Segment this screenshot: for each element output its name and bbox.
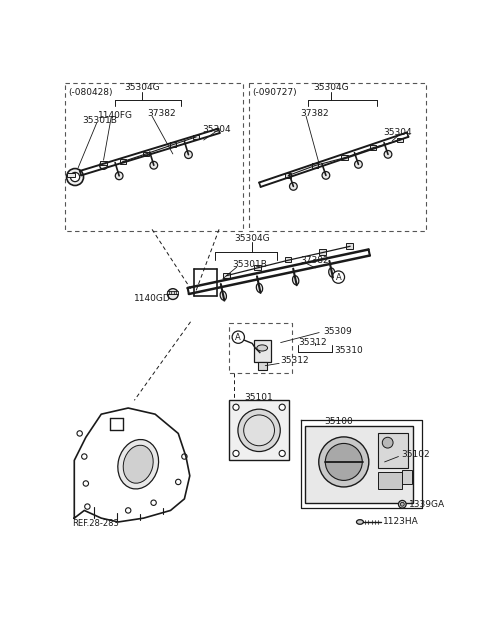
Text: A: A bbox=[235, 333, 241, 342]
Bar bbox=[370, 146, 376, 150]
Circle shape bbox=[185, 151, 192, 158]
Bar bbox=[285, 173, 291, 178]
Circle shape bbox=[233, 451, 239, 456]
Circle shape bbox=[83, 481, 88, 486]
Text: 35312: 35312 bbox=[281, 356, 309, 365]
Text: 35304G: 35304G bbox=[234, 234, 270, 243]
Circle shape bbox=[84, 504, 90, 510]
Text: 35312: 35312 bbox=[299, 338, 327, 347]
Bar bbox=[346, 243, 353, 249]
Text: 35100: 35100 bbox=[324, 417, 353, 426]
Bar bbox=[67, 173, 75, 177]
Text: (-080428): (-080428) bbox=[68, 88, 113, 97]
Text: 1140GD: 1140GD bbox=[134, 294, 171, 303]
Circle shape bbox=[400, 503, 404, 506]
Text: A: A bbox=[336, 272, 341, 281]
Text: 35301B: 35301B bbox=[232, 260, 267, 269]
Text: 35304: 35304 bbox=[384, 128, 412, 137]
Circle shape bbox=[151, 500, 156, 505]
Circle shape bbox=[355, 160, 362, 168]
Text: 1123HA: 1123HA bbox=[383, 517, 419, 526]
Ellipse shape bbox=[256, 283, 263, 292]
Text: 35101: 35101 bbox=[245, 393, 274, 402]
Bar bbox=[378, 472, 402, 489]
Ellipse shape bbox=[244, 415, 275, 445]
Ellipse shape bbox=[357, 520, 363, 524]
Circle shape bbox=[150, 162, 157, 169]
Circle shape bbox=[232, 331, 244, 344]
Circle shape bbox=[82, 454, 87, 459]
Bar bbox=[285, 257, 291, 263]
Text: 37382: 37382 bbox=[147, 108, 176, 117]
Bar bbox=[305, 426, 413, 503]
Text: 35304G: 35304G bbox=[124, 83, 160, 92]
Bar bbox=[319, 249, 326, 254]
Ellipse shape bbox=[238, 409, 280, 451]
Circle shape bbox=[71, 172, 80, 181]
Circle shape bbox=[168, 288, 178, 299]
Circle shape bbox=[384, 151, 392, 158]
Circle shape bbox=[279, 451, 285, 456]
Circle shape bbox=[125, 508, 131, 513]
Ellipse shape bbox=[257, 345, 267, 351]
Bar bbox=[170, 142, 176, 147]
Text: 1140FG: 1140FG bbox=[98, 111, 133, 120]
Text: REF.28-283: REF.28-283 bbox=[72, 519, 119, 528]
Ellipse shape bbox=[220, 291, 227, 300]
Ellipse shape bbox=[325, 444, 362, 480]
Circle shape bbox=[322, 172, 330, 179]
Bar bbox=[254, 340, 271, 362]
Ellipse shape bbox=[329, 268, 335, 277]
Bar bbox=[120, 160, 126, 164]
Circle shape bbox=[182, 454, 187, 459]
Bar bbox=[100, 161, 107, 165]
Bar bbox=[341, 156, 348, 160]
Ellipse shape bbox=[292, 276, 299, 285]
Ellipse shape bbox=[123, 445, 153, 483]
Circle shape bbox=[115, 172, 123, 179]
Text: 37382: 37382 bbox=[300, 108, 328, 117]
Circle shape bbox=[77, 431, 83, 436]
Text: 35102: 35102 bbox=[402, 450, 430, 459]
Circle shape bbox=[233, 404, 239, 410]
Text: 35310: 35310 bbox=[335, 345, 363, 354]
Circle shape bbox=[332, 271, 345, 283]
Circle shape bbox=[382, 437, 393, 448]
Bar bbox=[397, 138, 403, 142]
Bar bbox=[223, 272, 230, 278]
Bar bbox=[168, 291, 178, 294]
Bar bbox=[193, 135, 199, 139]
Bar bbox=[402, 470, 412, 484]
Circle shape bbox=[289, 183, 297, 190]
Circle shape bbox=[100, 162, 108, 169]
Circle shape bbox=[176, 479, 181, 485]
Text: 35304G: 35304G bbox=[313, 83, 348, 92]
Ellipse shape bbox=[319, 437, 369, 487]
Text: (-090727): (-090727) bbox=[252, 88, 297, 97]
Text: 35304: 35304 bbox=[202, 125, 230, 134]
Text: 35309: 35309 bbox=[323, 326, 352, 335]
Bar bbox=[143, 152, 149, 156]
Bar bbox=[229, 401, 289, 460]
Text: 35301B: 35301B bbox=[83, 116, 118, 125]
Circle shape bbox=[398, 501, 406, 508]
Circle shape bbox=[67, 169, 84, 185]
Ellipse shape bbox=[118, 440, 158, 489]
Bar bbox=[312, 163, 318, 168]
Text: 37382: 37382 bbox=[300, 256, 328, 265]
Bar bbox=[378, 433, 408, 468]
Bar bbox=[258, 362, 267, 369]
Text: 1339GA: 1339GA bbox=[409, 500, 445, 509]
Bar bbox=[254, 265, 261, 271]
Circle shape bbox=[279, 404, 285, 410]
